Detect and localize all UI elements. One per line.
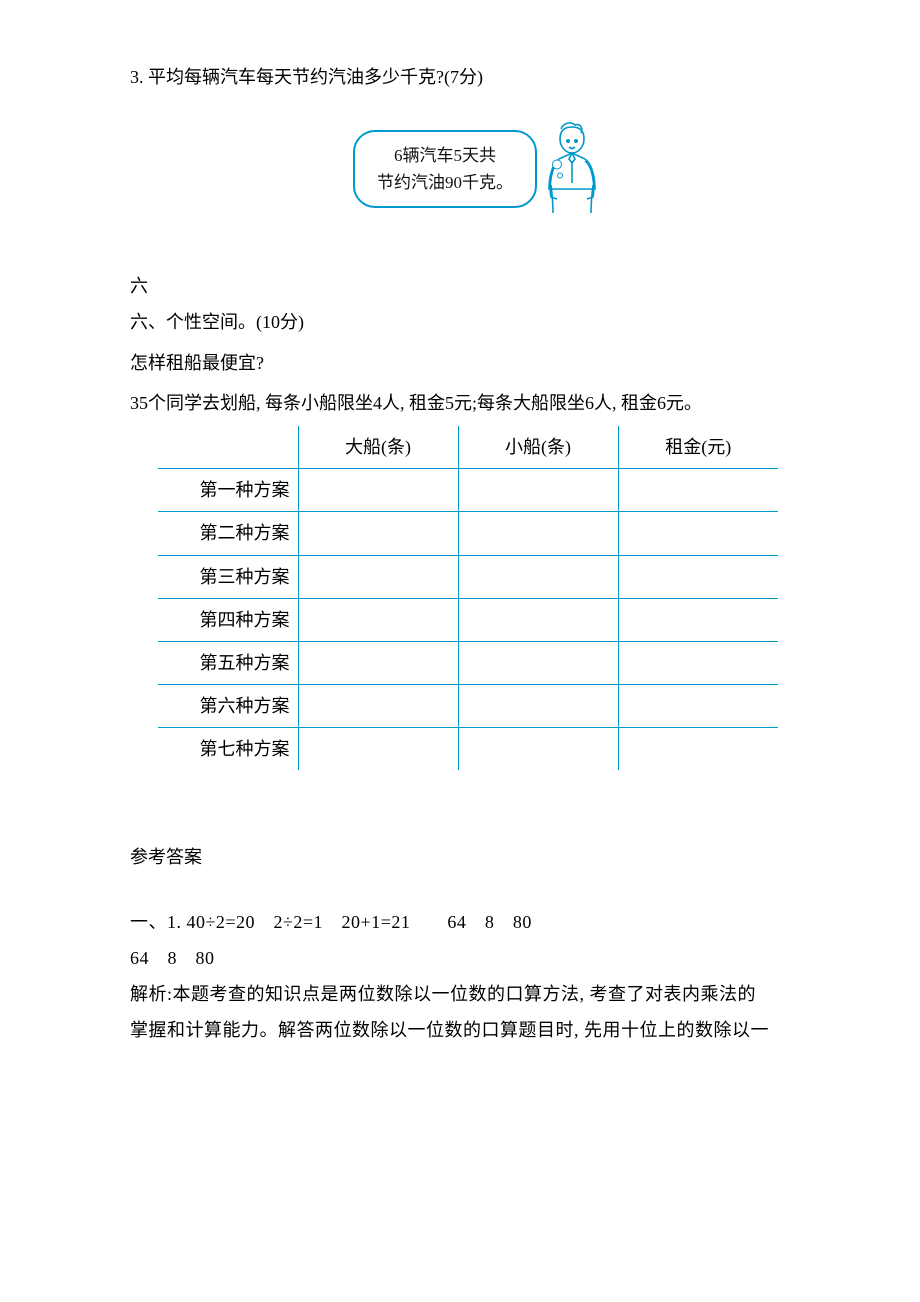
table-cell [618,469,778,512]
table-cell [458,555,618,598]
person-icon [537,119,607,219]
table-header-rent: 租金(元) [618,426,778,469]
question-3-text: 3. 平均每辆汽车每天节约汽油多少千克?(7分) [130,60,830,94]
table-header-row: 大船(条) 小船(条) 租金(元) [158,426,778,469]
answer-line-1: 一、1. 40÷2=20 2÷2=1 20+1=21 64 8 80 [130,905,830,939]
table-row: 第三种方案 [158,555,778,598]
answer-line-2: 64 8 80 [130,941,830,975]
question-3-illustration: 6辆汽车5天共 节约汽油90千克。 [130,119,830,219]
table-cell [298,469,458,512]
section-6-description: 35个同学去划船, 每条小船限坐4人, 租金5元;每条大船限坐6人, 租金6元。 [130,386,830,420]
bubble-text-line2: 节约汽油90千克。 [377,169,513,196]
table-cell [458,512,618,555]
table-row: 第五种方案 [158,641,778,684]
table-row: 第六种方案 [158,685,778,728]
table-cell [298,598,458,641]
table-cell [458,685,618,728]
table-cell [458,728,618,771]
table-row-label: 第七种方案 [158,728,298,771]
plan-table-wrap: 大船(条) 小船(条) 租金(元) 第一种方案第二种方案第三种方案第四种方案第五… [130,426,830,771]
answer-line-3: 解析:本题考查的知识点是两位数除以一位数的口算方法, 考查了对表内乘法的 [130,977,830,1011]
table-cell [298,555,458,598]
answers-title: 参考答案 [130,840,830,874]
table-row-label: 第四种方案 [158,598,298,641]
table-cell [298,641,458,684]
bubble-text-line1: 6辆汽车5天共 [377,142,513,169]
table-row-label: 第五种方案 [158,641,298,684]
table-row-label: 第一种方案 [158,469,298,512]
table-row: 第二种方案 [158,512,778,555]
plan-table-body: 第一种方案第二种方案第三种方案第四种方案第五种方案第六种方案第七种方案 [158,469,778,771]
table-cell [618,685,778,728]
thought-bubble: 6辆汽车5天共 节约汽油90千克。 [353,130,537,208]
table-header-big-boat: 大船(条) [298,426,458,469]
table-cell [618,728,778,771]
table-cell [458,641,618,684]
table-row: 第四种方案 [158,598,778,641]
table-row: 第七种方案 [158,728,778,771]
table-header-small-boat: 小船(条) [458,426,618,469]
section-6-heading: 六、个性空间。(10分) [130,305,830,339]
table-cell [298,685,458,728]
table-row-label: 第六种方案 [158,685,298,728]
table-cell [618,598,778,641]
answer-line-4: 掌握和计算能力。解答两位数除以一位数的口算题目时, 先用十位上的数除以一 [130,1013,830,1047]
table-row-label: 第二种方案 [158,512,298,555]
table-cell [618,512,778,555]
plan-table: 大船(条) 小船(条) 租金(元) 第一种方案第二种方案第三种方案第四种方案第五… [158,426,778,771]
section-6-single-char: 六 [130,269,830,303]
table-cell [458,469,618,512]
table-cell [458,598,618,641]
table-cell [298,728,458,771]
table-header-blank [158,426,298,469]
section-6-question: 怎样租船最便宜? [130,346,830,380]
table-cell [618,641,778,684]
table-row: 第一种方案 [158,469,778,512]
table-row-label: 第三种方案 [158,555,298,598]
table-cell [298,512,458,555]
table-cell [618,555,778,598]
bubble-dots [551,160,563,179]
